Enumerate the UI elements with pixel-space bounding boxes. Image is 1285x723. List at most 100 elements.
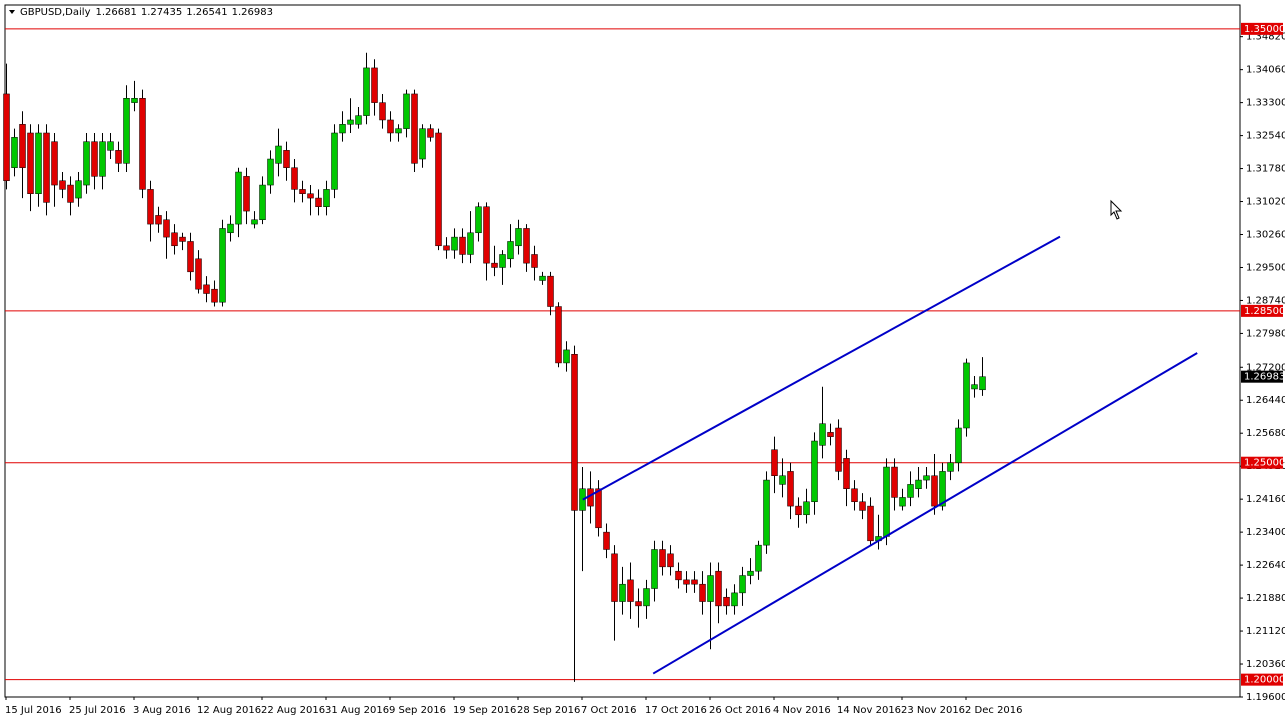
candle-body [235, 171, 242, 225]
high-price: 1.27435 [141, 7, 182, 18]
x-tick-label: 31 Aug 2016 [325, 705, 389, 716]
candle-body [907, 484, 914, 498]
candle-body [859, 501, 866, 511]
level-label: 1.25000 [1244, 458, 1285, 469]
y-tick-label: 1.27200 [1246, 362, 1285, 373]
candle-body [411, 93, 418, 164]
y-tick-label: 1.21120 [1246, 626, 1285, 637]
candle-body [259, 184, 266, 221]
candle-body [619, 583, 626, 602]
candle-body [611, 553, 618, 602]
candle-body [499, 254, 506, 268]
candle-body [675, 570, 682, 581]
candle-body [283, 150, 290, 168]
candle-body [51, 141, 58, 186]
candle-body [747, 570, 754, 576]
y-tick-label: 1.33300 [1246, 98, 1285, 109]
candle-body [451, 236, 458, 251]
trend-line [582, 235, 1061, 501]
candle-body [323, 189, 330, 207]
mouse-cursor [1110, 199, 1123, 220]
candle-body [147, 189, 154, 225]
candle-body [291, 167, 298, 190]
candle-body [691, 579, 698, 585]
candle-body [179, 236, 186, 242]
candle-body [867, 505, 874, 542]
level-label-box [1241, 22, 1283, 35]
candle-body [843, 458, 850, 489]
y-tick-label: 1.23400 [1246, 527, 1285, 538]
candle-body [795, 505, 802, 516]
level-label-box [1241, 304, 1283, 317]
candle-body [915, 479, 922, 489]
level-label-box [1241, 456, 1283, 469]
level-label-box [1241, 673, 1283, 686]
candle-body [947, 462, 954, 472]
y-tick-label: 1.19600 [1246, 692, 1285, 703]
candle-body [963, 362, 970, 429]
y-tick-label: 1.22640 [1246, 560, 1285, 571]
candle-body [11, 137, 18, 168]
x-tick-label: 17 Oct 2016 [645, 705, 707, 716]
candle-body [971, 384, 978, 390]
x-tick-label: 12 Aug 2016 [197, 705, 261, 716]
y-tick-label: 1.29500 [1246, 262, 1285, 273]
candle-body [683, 579, 690, 585]
candle-body [331, 132, 338, 190]
candle-body [899, 497, 906, 507]
candle-body [403, 93, 410, 129]
y-tick-label: 1.24160 [1246, 494, 1285, 505]
candle-body [267, 158, 274, 186]
candle-body [131, 98, 138, 103]
candle-body [443, 245, 450, 251]
candle-body [555, 306, 562, 364]
x-tick-label: 19 Sep 2016 [453, 705, 516, 716]
level-label: 1.28500 [1244, 306, 1285, 317]
candle-body [435, 132, 442, 247]
y-tick-label: 1.25680 [1246, 428, 1285, 439]
y-tick-label: 1.21880 [1246, 593, 1285, 604]
candle-body [787, 471, 794, 507]
candle-body [427, 128, 434, 138]
x-tick-label: 7 Oct 2016 [581, 705, 636, 716]
x-tick-label: 25 Jul 2016 [69, 705, 126, 716]
x-tick-label: 22 Aug 2016 [261, 705, 325, 716]
y-tick-label: 1.31780 [1246, 164, 1285, 175]
menu-arrow[interactable] [9, 10, 15, 14]
candle-body [307, 193, 314, 199]
candle-body [83, 141, 90, 186]
candle-body [347, 119, 354, 125]
candle-body [363, 67, 370, 116]
candle-body [275, 145, 282, 164]
candle-body [643, 588, 650, 607]
candle-body [467, 232, 474, 255]
candle-body [835, 427, 842, 472]
candle-body [571, 354, 578, 511]
x-tick-label: 4 Nov 2016 [773, 705, 831, 716]
y-tick-label: 1.27980 [1246, 328, 1285, 339]
y-tick-label: 1.32540 [1246, 131, 1285, 142]
candle-body [523, 228, 530, 264]
x-tick-label: 9 Sep 2016 [389, 705, 446, 716]
candle-body [139, 98, 146, 190]
y-tick-label: 1.34060 [1246, 65, 1285, 76]
candle-body [3, 93, 10, 181]
candle-body [203, 284, 210, 294]
y-tick-label: 1.31020 [1246, 197, 1285, 208]
candle-body [419, 128, 426, 160]
candle-body [979, 376, 986, 391]
candle-body [603, 531, 610, 550]
y-tick-label: 1.30260 [1246, 230, 1285, 241]
candle-body [707, 575, 714, 602]
candle-body [227, 223, 234, 234]
candle-body [371, 67, 378, 103]
candle-body [635, 601, 642, 607]
candle-body [99, 141, 106, 177]
candle-body [243, 176, 250, 212]
candle-body [763, 479, 770, 546]
candle-body [491, 262, 498, 268]
candle-body [579, 488, 586, 511]
candle-body [395, 128, 402, 134]
x-tick-label: 15 Jul 2016 [5, 705, 62, 716]
